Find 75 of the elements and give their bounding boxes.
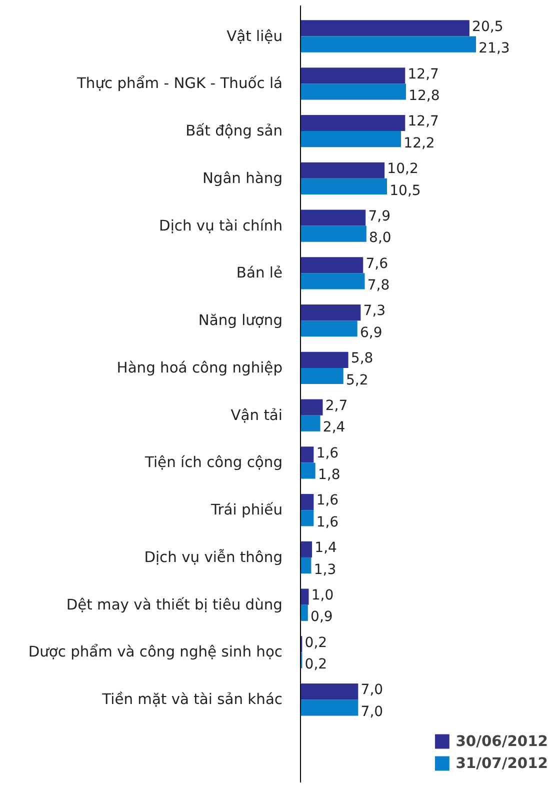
y-tick-label: Tiện ích công cộng xyxy=(144,454,283,472)
data-label: 7,9 xyxy=(368,208,390,224)
data-label: 1,0 xyxy=(311,587,334,604)
bar xyxy=(300,510,314,526)
bar xyxy=(300,162,385,178)
data-label: 12,7 xyxy=(408,114,439,130)
data-label: 1,3 xyxy=(314,562,336,578)
bar xyxy=(300,226,366,242)
data-label: 10,2 xyxy=(387,161,418,178)
bar xyxy=(300,541,312,558)
data-label: 7,0 xyxy=(360,682,384,698)
bar xyxy=(300,20,470,36)
legend-label: 31/07/2012 xyxy=(456,754,548,772)
bar xyxy=(300,68,406,84)
bar xyxy=(300,36,476,52)
data-label: 6,9 xyxy=(360,324,382,341)
legend-label: 30/06/2012 xyxy=(456,732,548,750)
bar xyxy=(300,588,309,605)
data-label: 1,4 xyxy=(314,540,338,556)
bar xyxy=(300,446,314,463)
data-label: 1,6 xyxy=(316,445,339,462)
y-tick-label: Dệt may và thiết bị tiêu dùng xyxy=(66,596,283,614)
y-tick-label: Hàng hoá công nghiệp xyxy=(116,359,283,376)
data-label: 7,6 xyxy=(366,256,388,272)
data-label: 8,0 xyxy=(369,230,392,246)
data-label: 21,3 xyxy=(478,40,510,57)
bar xyxy=(300,352,348,368)
bar xyxy=(300,368,344,384)
bar xyxy=(300,131,402,148)
data-label: 12,2 xyxy=(404,135,435,152)
bar xyxy=(300,557,312,574)
bar xyxy=(300,700,358,716)
data-label: 12,7 xyxy=(408,66,439,82)
bar xyxy=(300,114,406,132)
bar xyxy=(300,462,316,479)
bar xyxy=(300,304,361,321)
y-tick-label: Thực phẩm - NGK - Thuốc lá xyxy=(76,75,283,92)
y-tick-label: Dịch vụ viễn thông xyxy=(144,548,283,566)
y-tick-label: Trái phiếu xyxy=(210,502,283,519)
data-label: 10,5 xyxy=(390,182,421,199)
bar xyxy=(300,178,388,195)
data-label: 7,3 xyxy=(363,303,386,320)
data-label: 0,9 xyxy=(310,609,333,626)
y-tick-label: Ngân hàng xyxy=(202,170,283,187)
bar xyxy=(300,257,364,274)
y-tick-label: Dược phẩm và công nghệ sinh học xyxy=(28,644,283,661)
bar xyxy=(300,210,366,226)
data-label: 7,8 xyxy=(367,278,390,294)
y-tick-label: Bất động sản xyxy=(186,122,283,140)
bar xyxy=(300,399,323,416)
data-label: 20,5 xyxy=(472,18,504,35)
data-label: 1,6 xyxy=(316,492,339,509)
data-label: 0,2 xyxy=(304,656,328,673)
y-tick-label: Vật liệu xyxy=(226,28,283,45)
data-label: 2,4 xyxy=(322,420,346,436)
bar xyxy=(300,683,358,700)
bar xyxy=(300,604,308,621)
data-label: 12,8 xyxy=(408,88,440,104)
y-tick-label: Tiền mặt và tài sản khác xyxy=(101,691,283,708)
bar xyxy=(300,84,406,100)
bar xyxy=(300,273,365,290)
data-label: 1,6 xyxy=(316,514,339,530)
bar xyxy=(300,320,358,337)
y-tick-label: Vận tải xyxy=(230,406,283,424)
data-label: 7,0 xyxy=(360,704,384,720)
data-label: 5,8 xyxy=(350,350,374,367)
bar xyxy=(300,494,314,510)
y-tick-label: Bán lẻ xyxy=(236,264,283,282)
data-label: 0,2 xyxy=(304,634,328,651)
y-tick-label: Năng lượng xyxy=(198,312,283,330)
data-label: 5,2 xyxy=(346,372,368,388)
bar xyxy=(300,415,320,432)
data-label: 2,7 xyxy=(325,398,348,414)
data-label: 1,8 xyxy=(318,467,340,484)
y-tick-label: Dịch vụ tài chính xyxy=(159,217,283,234)
